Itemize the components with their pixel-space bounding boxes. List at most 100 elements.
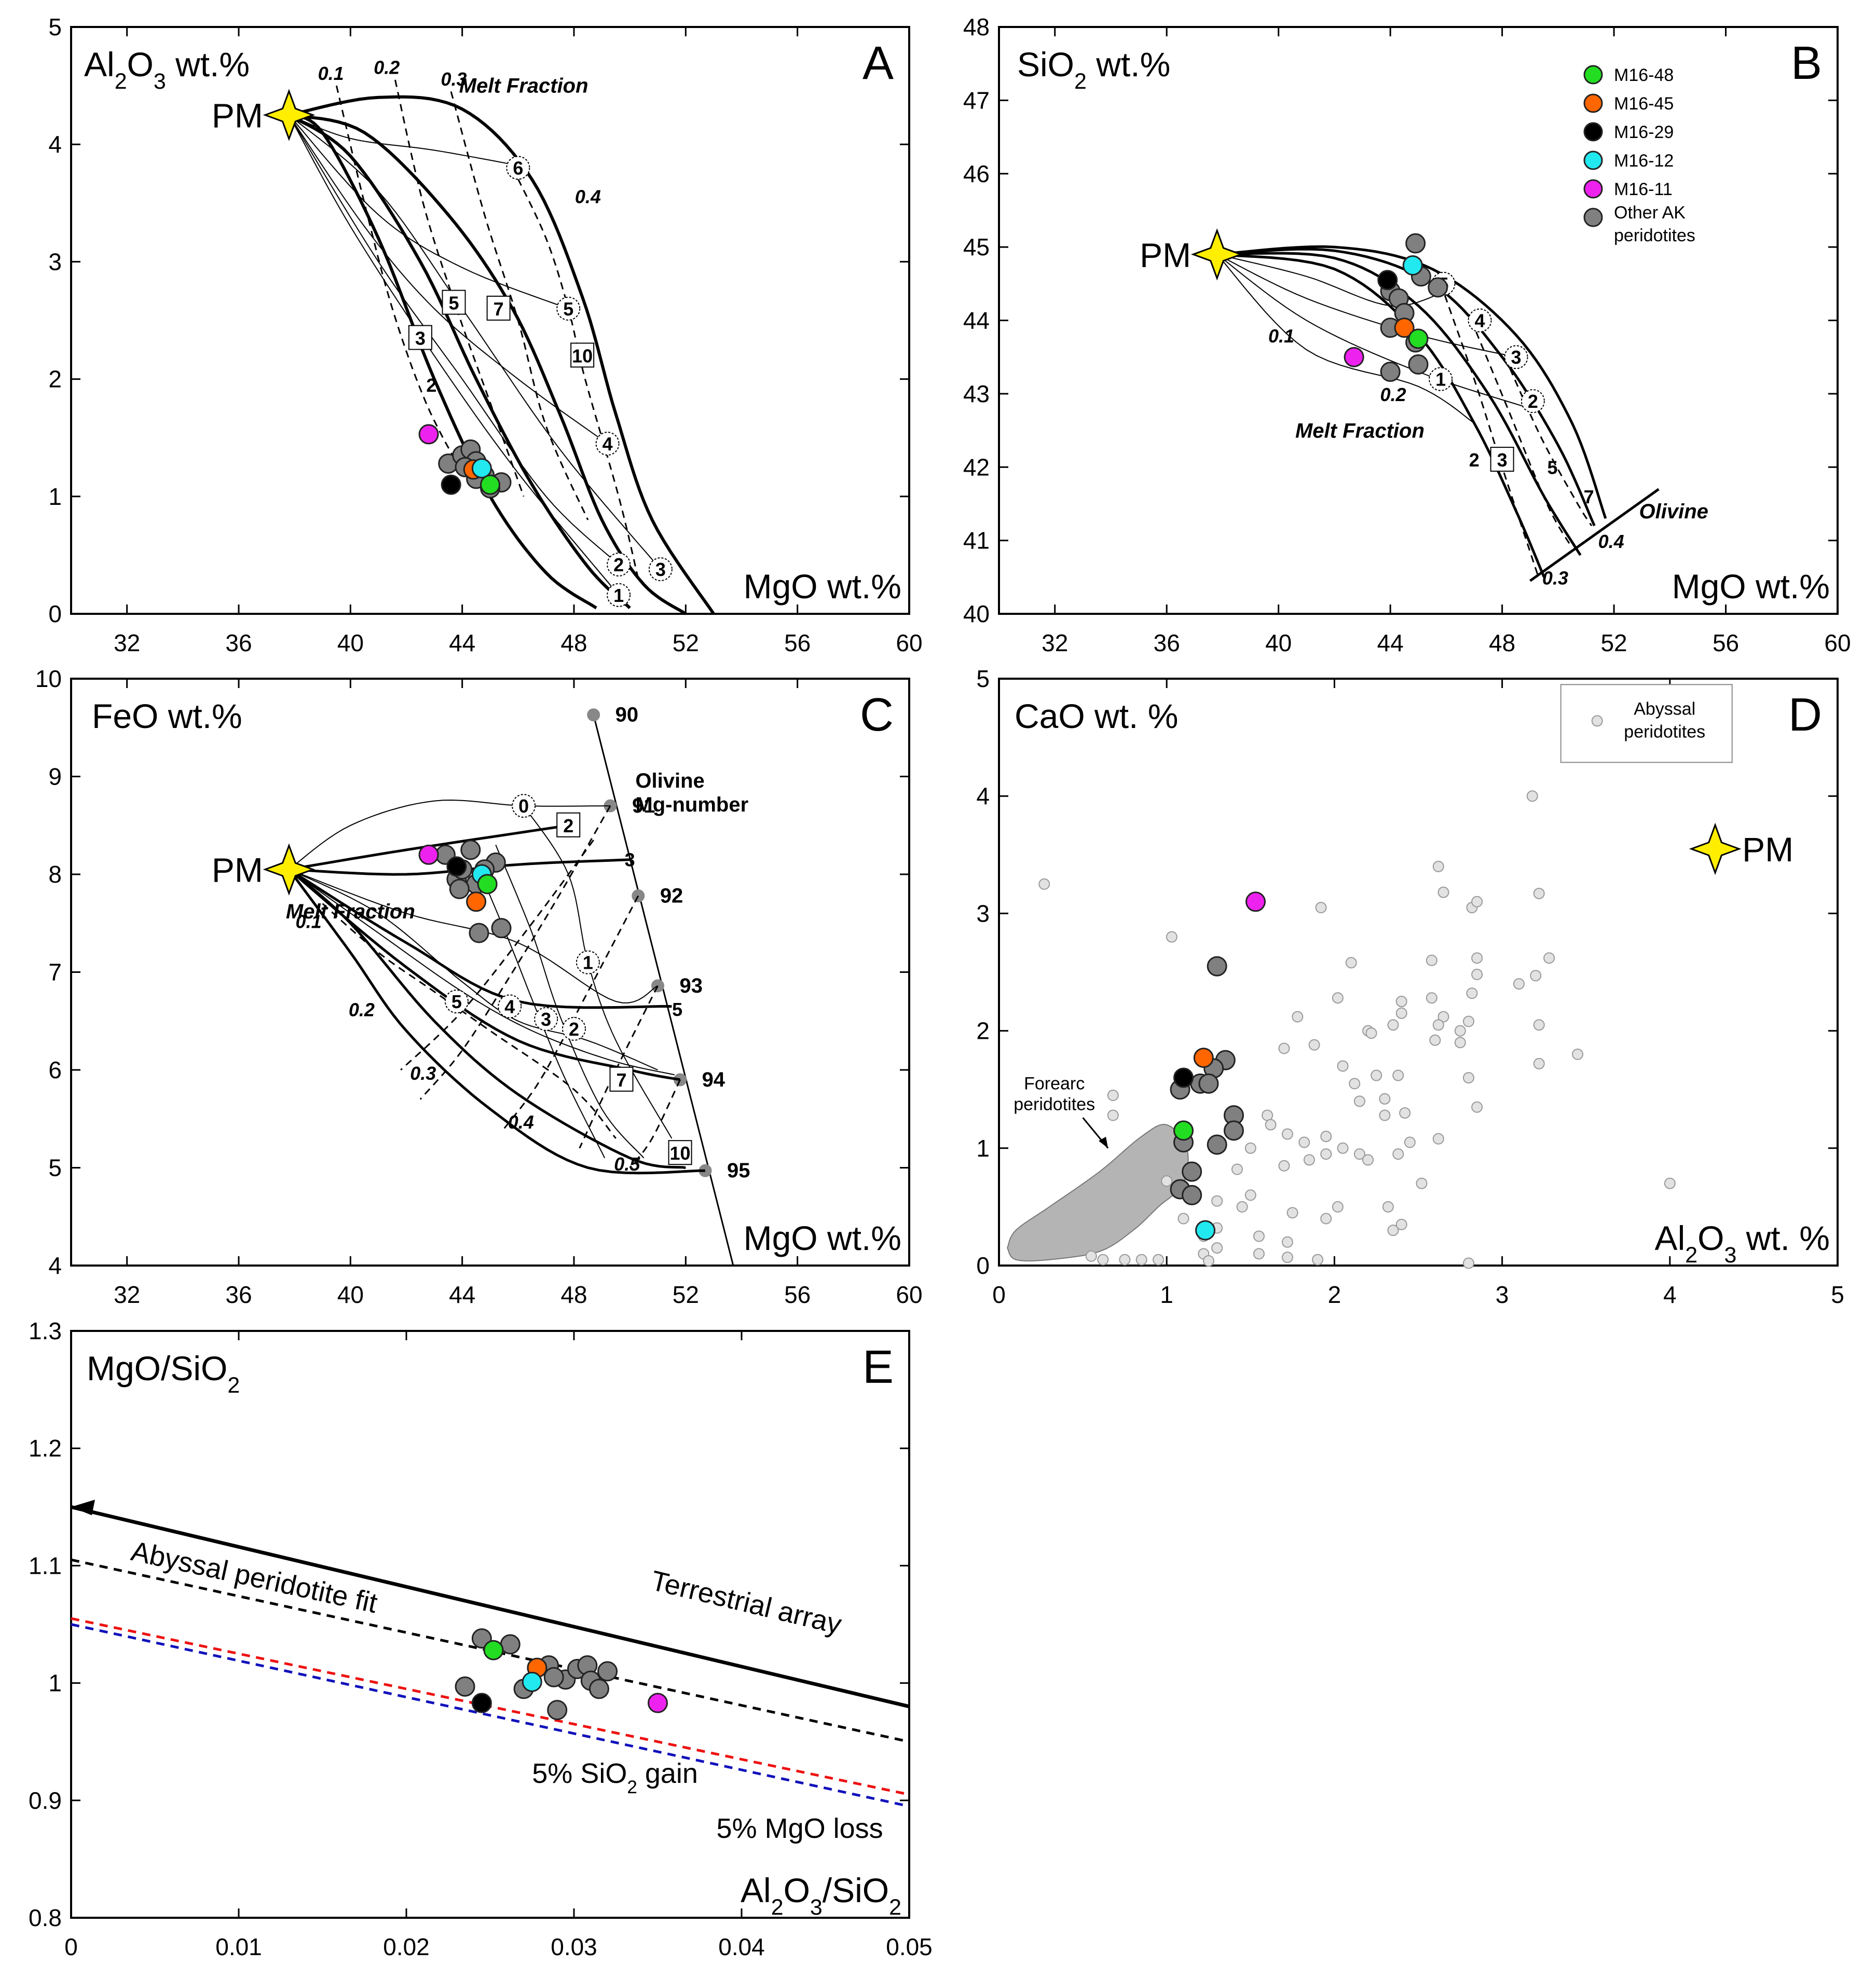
- abyssal-point: [1320, 1213, 1332, 1225]
- melt-fraction-contour: [450, 91, 589, 520]
- x-axis-title: Al2O3/SiO2: [741, 1871, 901, 1920]
- isobar-curve: [1216, 254, 1530, 409]
- line-label-sio2-gain-part: 2: [627, 1777, 637, 1797]
- abyssal-point: [1236, 1201, 1248, 1213]
- isobar-curve: [289, 799, 610, 870]
- abyssal-point: [1462, 1072, 1474, 1084]
- abyssal-point: [1533, 1057, 1545, 1069]
- point-other: [1207, 956, 1227, 977]
- curve-label: 7: [617, 1069, 627, 1091]
- abyssal-point: [1135, 1254, 1147, 1266]
- x-tick-label: 0.05: [886, 1933, 933, 1960]
- legend-marker: [1583, 208, 1603, 227]
- curve-label: 1: [613, 585, 624, 606]
- abyssal-point: [1432, 860, 1444, 872]
- point-other: [547, 1700, 568, 1721]
- x-axis-title-part: O: [784, 1871, 810, 1909]
- curve-label: 3: [655, 559, 666, 580]
- melt-fraction-contour: [400, 840, 594, 1071]
- x-tick-label: 44: [449, 629, 475, 656]
- melting-curve: [289, 95, 715, 615]
- abyssal-point: [1429, 1034, 1441, 1046]
- abyssal-point: [1392, 1148, 1404, 1160]
- curve-label-circle: [576, 950, 600, 974]
- point-other: [469, 923, 489, 943]
- melting-curve: [1216, 253, 1545, 578]
- curve-label: 5: [451, 991, 462, 1012]
- y-tick-label: 9: [48, 763, 62, 790]
- x-tick-label: 48: [1489, 629, 1515, 656]
- abyssal-point: [1437, 886, 1449, 898]
- y-tick-label: 46: [963, 160, 990, 187]
- point-other: [1182, 1185, 1202, 1205]
- isobar-curve: [289, 114, 518, 166]
- abyssal-point: [1107, 1090, 1119, 1102]
- olivine-label: Olivine: [1639, 500, 1708, 523]
- x-axis-title: MgO wt.%: [744, 567, 901, 606]
- abyssal-point: [1543, 952, 1555, 964]
- melting-curve: [1217, 252, 1582, 556]
- x-tick-label: 56: [1713, 629, 1739, 656]
- abyssal-point: [1292, 1011, 1304, 1023]
- abyssal-point: [1371, 1069, 1382, 1081]
- melt-fraction-title: Melt Fraction: [1295, 420, 1425, 443]
- abyssal-point: [1379, 1109, 1391, 1121]
- point-m16-11: [418, 844, 439, 865]
- isobar-curve: [289, 115, 608, 444]
- melt-fraction-contour: [1440, 283, 1540, 578]
- x-tick-label: 52: [673, 1281, 699, 1308]
- forearc-label: Forearc: [1024, 1074, 1085, 1094]
- x-axis-title: Al2O3 wt. %: [1655, 1219, 1830, 1268]
- x-axis-title: MgO wt.%: [1672, 567, 1830, 606]
- panel-label: D: [1788, 689, 1822, 741]
- y-axis-title-part: wt.%: [1087, 45, 1170, 84]
- line-label-mgo-loss: 5% MgO loss: [717, 1813, 883, 1844]
- y-tick-label: 48: [963, 13, 990, 40]
- legend-label: peridotites: [1624, 722, 1705, 741]
- x-axis-title-part: Al: [1655, 1219, 1686, 1257]
- legend-marker: [1583, 65, 1603, 85]
- melting-curve: [288, 113, 597, 610]
- abyssal-point: [1038, 878, 1050, 890]
- y-tick-label: 45: [963, 233, 990, 260]
- y-tick-label: 1: [976, 1135, 990, 1162]
- melting-curve: [288, 868, 686, 1169]
- y-tick-label: 3: [976, 900, 990, 927]
- isobar-curve: [289, 869, 675, 1076]
- point-other: [597, 1661, 618, 1682]
- legend-label: M16-12: [1614, 151, 1674, 171]
- abyssal-point: [1462, 1257, 1474, 1269]
- x-tick-label: 36: [225, 1281, 252, 1308]
- abyssal-point: [1303, 1154, 1315, 1166]
- terrestrial-arrow-head: [71, 1500, 95, 1516]
- y-tick-label: 40: [963, 600, 990, 627]
- panel-label: E: [862, 1341, 894, 1393]
- curve-label-box: [668, 1140, 692, 1165]
- curve-label: 3: [625, 849, 635, 871]
- x-axis-title-part: 3: [810, 1895, 823, 1920]
- abyssal-point: [1107, 1109, 1119, 1121]
- point-other: [1223, 1120, 1244, 1141]
- y-tick-label: 41: [963, 527, 990, 554]
- y-tick-label: 1.3: [29, 1317, 62, 1344]
- abyssal-point: [1362, 1154, 1374, 1166]
- isobar-curve: [1216, 254, 1447, 307]
- point-other: [500, 1634, 521, 1655]
- point-other: [455, 1676, 475, 1697]
- x-tick-label: 4: [1663, 1281, 1677, 1308]
- olivine-mg-label: 95: [727, 1159, 750, 1182]
- point-other: [491, 918, 512, 939]
- curve-label-box: [486, 295, 511, 321]
- curve-label-circle: [595, 432, 620, 456]
- x-tick-label: 0.02: [383, 1933, 430, 1960]
- point-m16-48: [1408, 328, 1429, 349]
- olivine-point: [651, 979, 664, 993]
- x-tick-label: 44: [1377, 629, 1404, 656]
- curve-label: 2: [1469, 449, 1480, 471]
- curve-label: 10: [670, 1143, 691, 1164]
- melting-curve: [288, 114, 631, 609]
- y-axis-title-part: 2: [115, 69, 127, 94]
- y-axis-title: Al2O3 wt.%: [84, 45, 250, 94]
- line-solid: [71, 1505, 910, 1709]
